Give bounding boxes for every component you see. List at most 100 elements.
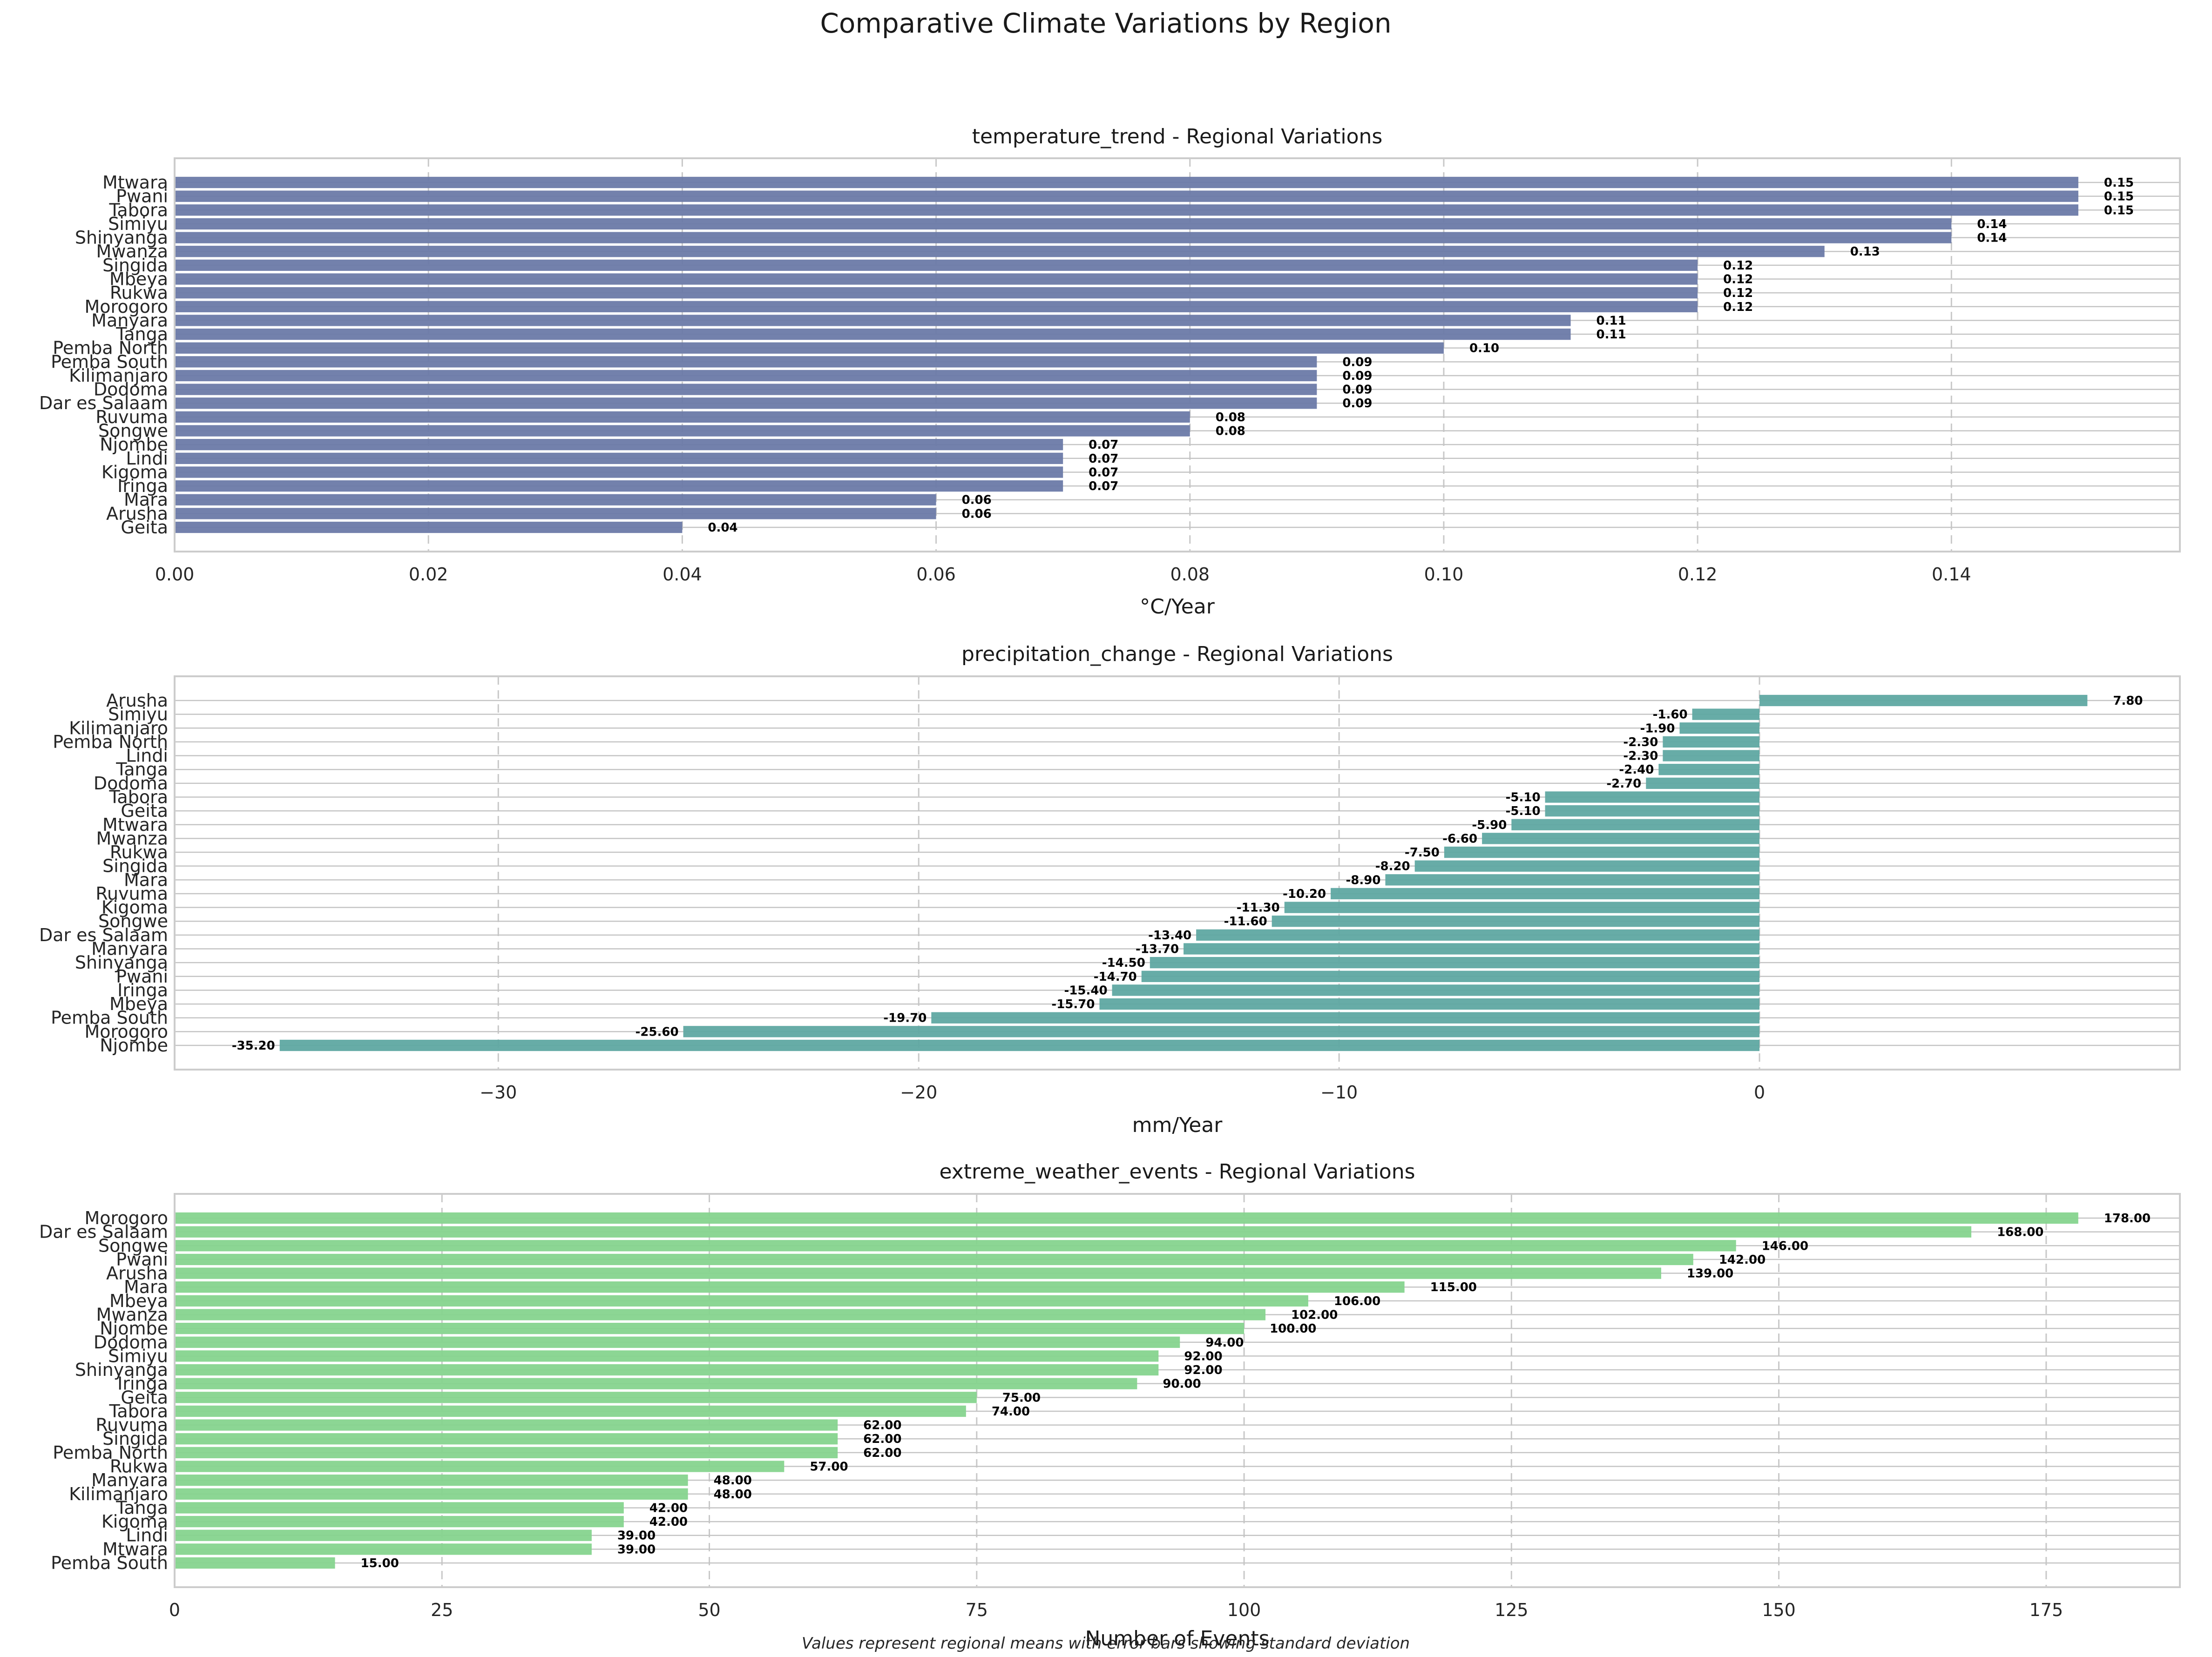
bar — [1511, 819, 1760, 830]
value-label: 39.00 — [617, 1542, 656, 1556]
value-label: 0.12 — [1723, 286, 1753, 300]
y-tick-label: Pemba South — [51, 351, 168, 372]
y-tick-label: Mwanza — [96, 1304, 168, 1325]
y-tick-label: Pemba North — [53, 1442, 168, 1463]
y-tick-label: Songwe — [98, 911, 168, 931]
value-label: 92.00 — [1184, 1363, 1222, 1377]
bar — [175, 1543, 592, 1555]
bar — [175, 301, 1698, 312]
bar — [1150, 957, 1760, 969]
y-tick-label: Morogoro — [85, 1208, 168, 1228]
bar — [1646, 777, 1760, 789]
y-tick-label: Pwani — [116, 1249, 168, 1270]
bar — [175, 370, 1317, 382]
y-tick-label: Lindi — [126, 1525, 169, 1546]
y-tick-label: Mara — [124, 1277, 168, 1297]
value-label: 0.12 — [1723, 272, 1753, 286]
y-tick-label: Kigoma — [101, 1511, 168, 1532]
y-tick-label: Pemba South — [51, 1553, 168, 1573]
y-tick-label: Kigoma — [101, 462, 168, 482]
bar — [1658, 764, 1760, 775]
bar — [1414, 860, 1760, 872]
value-label: -2.30 — [1623, 749, 1658, 763]
bar — [175, 1392, 977, 1403]
bar — [1385, 874, 1760, 886]
bar — [175, 328, 1571, 340]
x-tick-label: 0.08 — [1170, 564, 1210, 585]
y-tick-label: Tanga — [115, 759, 168, 780]
bar — [175, 1378, 1137, 1389]
value-label: 48.00 — [714, 1474, 752, 1488]
panel-title: temperature_trend - Regional Variations — [972, 125, 1383, 148]
value-label: -7.50 — [1405, 846, 1440, 860]
y-tick-label: Dodoma — [94, 773, 168, 794]
value-label: 0.15 — [2104, 203, 2134, 217]
bar — [175, 218, 1952, 230]
y-tick-label: Mtwara — [102, 815, 168, 835]
y-tick-label: Ruvuma — [95, 1415, 168, 1435]
y-tick-label: Kigoma — [101, 897, 168, 918]
value-label: 139.00 — [1687, 1267, 1733, 1281]
bar — [175, 315, 1571, 326]
bar — [175, 1461, 785, 1472]
value-label: -25.60 — [636, 1025, 679, 1039]
figure-footnote: Values represent regional means with err… — [802, 1634, 1410, 1653]
bar — [175, 246, 1825, 257]
x-tick-label: 0 — [169, 1600, 180, 1620]
x-tick-label: −30 — [480, 1082, 517, 1103]
y-tick-label: Shinyanga — [75, 1360, 168, 1380]
value-label: -15.40 — [1064, 983, 1108, 997]
value-label: -14.70 — [1094, 970, 1137, 984]
bar — [175, 1529, 592, 1541]
value-label: 48.00 — [714, 1488, 752, 1502]
bar — [1196, 929, 1760, 941]
value-label: 0.07 — [1089, 465, 1118, 479]
bar — [175, 232, 1952, 243]
value-label: -1.60 — [1653, 708, 1688, 722]
value-label: -13.70 — [1136, 943, 1179, 956]
bar — [175, 1488, 688, 1500]
value-label: 0.13 — [1850, 245, 1880, 259]
y-tick-label: Songwe — [98, 1235, 168, 1256]
y-tick-label: Mtwara — [102, 172, 168, 193]
chart-panels: 0.00 0.02 0.04 0.06 0.08 0.10 0.12 0.14MtwaraPw… — [39, 125, 2181, 1650]
y-tick-label: Dar es Salaam — [39, 393, 168, 413]
y-tick-label: Lindi — [126, 746, 169, 766]
bar — [279, 1039, 1760, 1051]
y-tick-label: Mwanza — [96, 828, 168, 849]
y-tick-label: Arusha — [106, 690, 168, 711]
value-label: 90.00 — [1163, 1377, 1201, 1391]
panel-title: precipitation_change - Regional Variatio… — [961, 642, 1393, 666]
y-tick-label: Arusha — [106, 503, 168, 524]
y-tick-label: Kilimanjaro — [69, 718, 168, 738]
y-tick-label: Rukwa — [110, 283, 168, 303]
value-label: 0.11 — [1596, 314, 1626, 328]
value-label: -5.10 — [1506, 804, 1541, 818]
bar — [175, 397, 1317, 409]
bar — [175, 521, 683, 533]
y-tick-label: Mbeya — [109, 269, 168, 289]
value-label: 75.00 — [1002, 1391, 1041, 1405]
bar — [175, 494, 936, 505]
chart-panel-1: 0.00 0.02 0.04 0.06 0.08 0.10 0.12 0.14 MtwaraPw… — [39, 125, 2181, 619]
value-label: 0.07 — [1089, 479, 1118, 493]
bar — [175, 1240, 1736, 1252]
value-label: -13.40 — [1148, 929, 1191, 943]
plot-frame — [174, 675, 2181, 1071]
y-tick-label: Geita — [121, 517, 168, 538]
value-label: 0.09 — [1342, 355, 1372, 369]
bar — [175, 204, 2078, 216]
y-tick-label: Morogoro — [85, 296, 168, 317]
bar — [175, 1502, 624, 1514]
bar — [1284, 902, 1760, 913]
y-tick-label: Rukwa — [110, 1456, 168, 1477]
bar — [175, 480, 1063, 492]
x-tick-label: 100 — [1227, 1600, 1261, 1620]
bar — [175, 1281, 1405, 1293]
y-tick-label: Pemba North — [53, 732, 168, 752]
y-tick-label: Manyara — [91, 310, 168, 330]
value-label: -2.30 — [1623, 735, 1658, 749]
y-tick-label: Simiyu — [108, 214, 168, 234]
value-label: -2.40 — [1619, 763, 1654, 777]
